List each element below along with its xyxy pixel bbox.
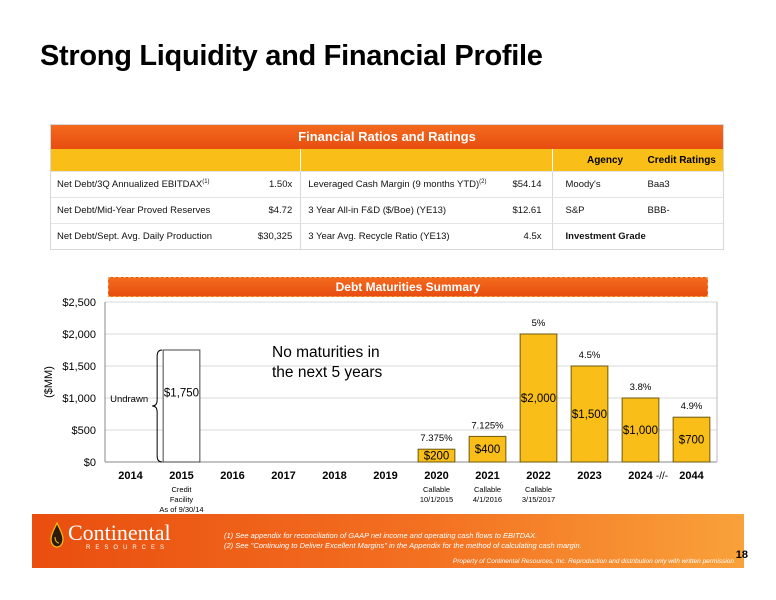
investment-grade-label: Investment Grade (565, 231, 646, 242)
ratio-value: $54.14 (512, 179, 542, 190)
ratios-subheader: Agency Credit Ratings (51, 149, 723, 171)
y-tick-label: $0 (84, 457, 96, 469)
bar-value-label: $1,750 (164, 388, 199, 400)
ratios-table-header: Financial Ratios and Ratings (51, 125, 723, 149)
bar-rate-label: 7.375% (420, 433, 453, 444)
credit-rating: Baa3 (647, 179, 670, 190)
bar-rate-label: 3.8% (630, 382, 652, 393)
ratio-label: 3 Year Avg. Recycle Ratio (YE13) (308, 231, 450, 242)
bar (672, 416, 711, 463)
logo-subtitle: RESOURCES (86, 545, 170, 551)
bar-value-label: $1,000 (623, 425, 658, 437)
y-tick-label: $2,500 (62, 297, 96, 309)
x-tick-label: 2024 (628, 470, 653, 482)
ratio-label: Net Debt/3Q Annualized EBITDAX (57, 179, 203, 191)
x-sublabel: Credit (171, 485, 192, 494)
ratio-value: 1.50x (269, 179, 293, 190)
x-sublabel: As of 9/30/14 (159, 505, 203, 514)
x-sublabel: Callable (525, 485, 552, 494)
x-sublabel: Facility (170, 495, 194, 504)
agency-header: Agency (586, 154, 624, 166)
bar-rate-label: 4.5% (579, 350, 601, 361)
no-maturities-note: No maturities in (272, 344, 380, 361)
x-sublabel: 4/1/2016 (473, 495, 502, 504)
footnote-ref: (2) (479, 178, 487, 185)
oil-drop-icon (50, 522, 64, 548)
x-sublabel: Callable (423, 485, 450, 494)
page-number: 18 (735, 549, 748, 561)
copyright-notice: Property of Continental Resources, Inc. … (452, 558, 734, 565)
bar (570, 365, 609, 463)
ratio-value: $4.72 (268, 205, 293, 216)
undrawn-label: Undrawn (110, 394, 148, 405)
axis-break-marker: -//- (656, 471, 668, 482)
footnote-ref: (1) (202, 178, 210, 185)
footnote-2: (2) See "Continuing to Deliver Excellent… (224, 541, 582, 550)
ratio-value: $30,325 (257, 231, 293, 242)
y-tick-label: $500 (72, 425, 96, 437)
agency-name: S&P (565, 205, 585, 216)
ratios-row: Net Debt/3Q Annualized EBITDAX(1) 1.50x L… (51, 171, 723, 197)
debt-maturities-banner: Debt Maturities Summary (108, 277, 708, 297)
footer-bar: Continental RESOURCES (1) See appendix f… (32, 514, 744, 568)
x-tick-label: 2021 (475, 470, 499, 482)
ratio-label: Net Debt/Mid-Year Proved Reserves (57, 205, 211, 216)
footnote-1: (1) See appendix for reconciliation of G… (224, 531, 538, 540)
bar (162, 349, 201, 463)
x-tick-label: 2016 (220, 470, 244, 482)
x-tick-label: 2022 (526, 470, 550, 482)
credit-rating: BBB- (647, 205, 670, 216)
x-tick-label: 2023 (577, 470, 601, 482)
y-tick-label: $1,000 (62, 393, 96, 405)
bar-rate-label: 7.125% (471, 420, 504, 431)
ratio-label: Net Debt/Sept. Avg. Daily Production (57, 231, 213, 242)
no-maturities-note: the next 5 years (272, 364, 383, 381)
ratios-row: Net Debt/Mid-Year Proved Reserves $4.72 3… (51, 197, 723, 223)
x-tick-label: 2018 (322, 470, 346, 482)
ratio-value: 4.5x (523, 231, 542, 242)
x-sublabel: Callable (474, 485, 501, 494)
x-tick-label: 2014 (118, 470, 143, 482)
y-axis-label: ($MM) (43, 366, 55, 398)
credit-ratings-header: Credit Ratings (647, 154, 716, 166)
bar-rate-label: 4.9% (681, 401, 703, 412)
bar-value-label: $1,500 (572, 409, 607, 421)
company-logo: Continental RESOURCES (50, 522, 171, 551)
logo-name: Continental (68, 520, 171, 545)
x-tick-label: 2020 (424, 470, 448, 482)
x-sublabel: 10/1/2015 (420, 495, 453, 504)
bar-value-label: $200 (424, 451, 450, 463)
x-sublabel: 3/15/2017 (522, 495, 555, 504)
bar (417, 448, 456, 463)
ratio-label: 3 Year All-in F&D ($/Boe) (YE13) (308, 205, 447, 216)
agency-name: Moody's (565, 179, 601, 190)
undrawn-bracket (152, 349, 163, 463)
bar-rate-label: 5% (532, 318, 546, 329)
page-title: Strong Liquidity and Financial Profile (40, 40, 543, 72)
bar-value-label: $400 (475, 444, 501, 456)
bar (519, 333, 558, 463)
y-tick-label: $2,000 (62, 329, 96, 341)
bar (621, 397, 660, 463)
debt-maturities-chart: $0 $500 $1,000 $1,500 $2,000 $2,500 ($MM) 2014 $… (43, 297, 718, 514)
financial-ratios-table: Financial Ratios and Ratings Agency Cred… (50, 124, 724, 250)
x-tick-label: 2019 (373, 470, 397, 482)
x-tick-label: 2015 (169, 470, 193, 482)
y-tick-label: $1,500 (62, 361, 96, 373)
ratio-label: Leveraged Cash Margin (9 months YTD) (308, 179, 480, 191)
x-tick-label: 2017 (271, 470, 295, 482)
x-tick-label: 2044 (679, 470, 704, 482)
ratio-value: $12.61 (512, 205, 542, 216)
bar (468, 435, 507, 463)
bar-value-label: $2,000 (521, 393, 556, 405)
bar-value-label: $700 (679, 435, 705, 447)
ratios-row: Net Debt/Sept. Avg. Daily Production $30,… (51, 223, 723, 249)
